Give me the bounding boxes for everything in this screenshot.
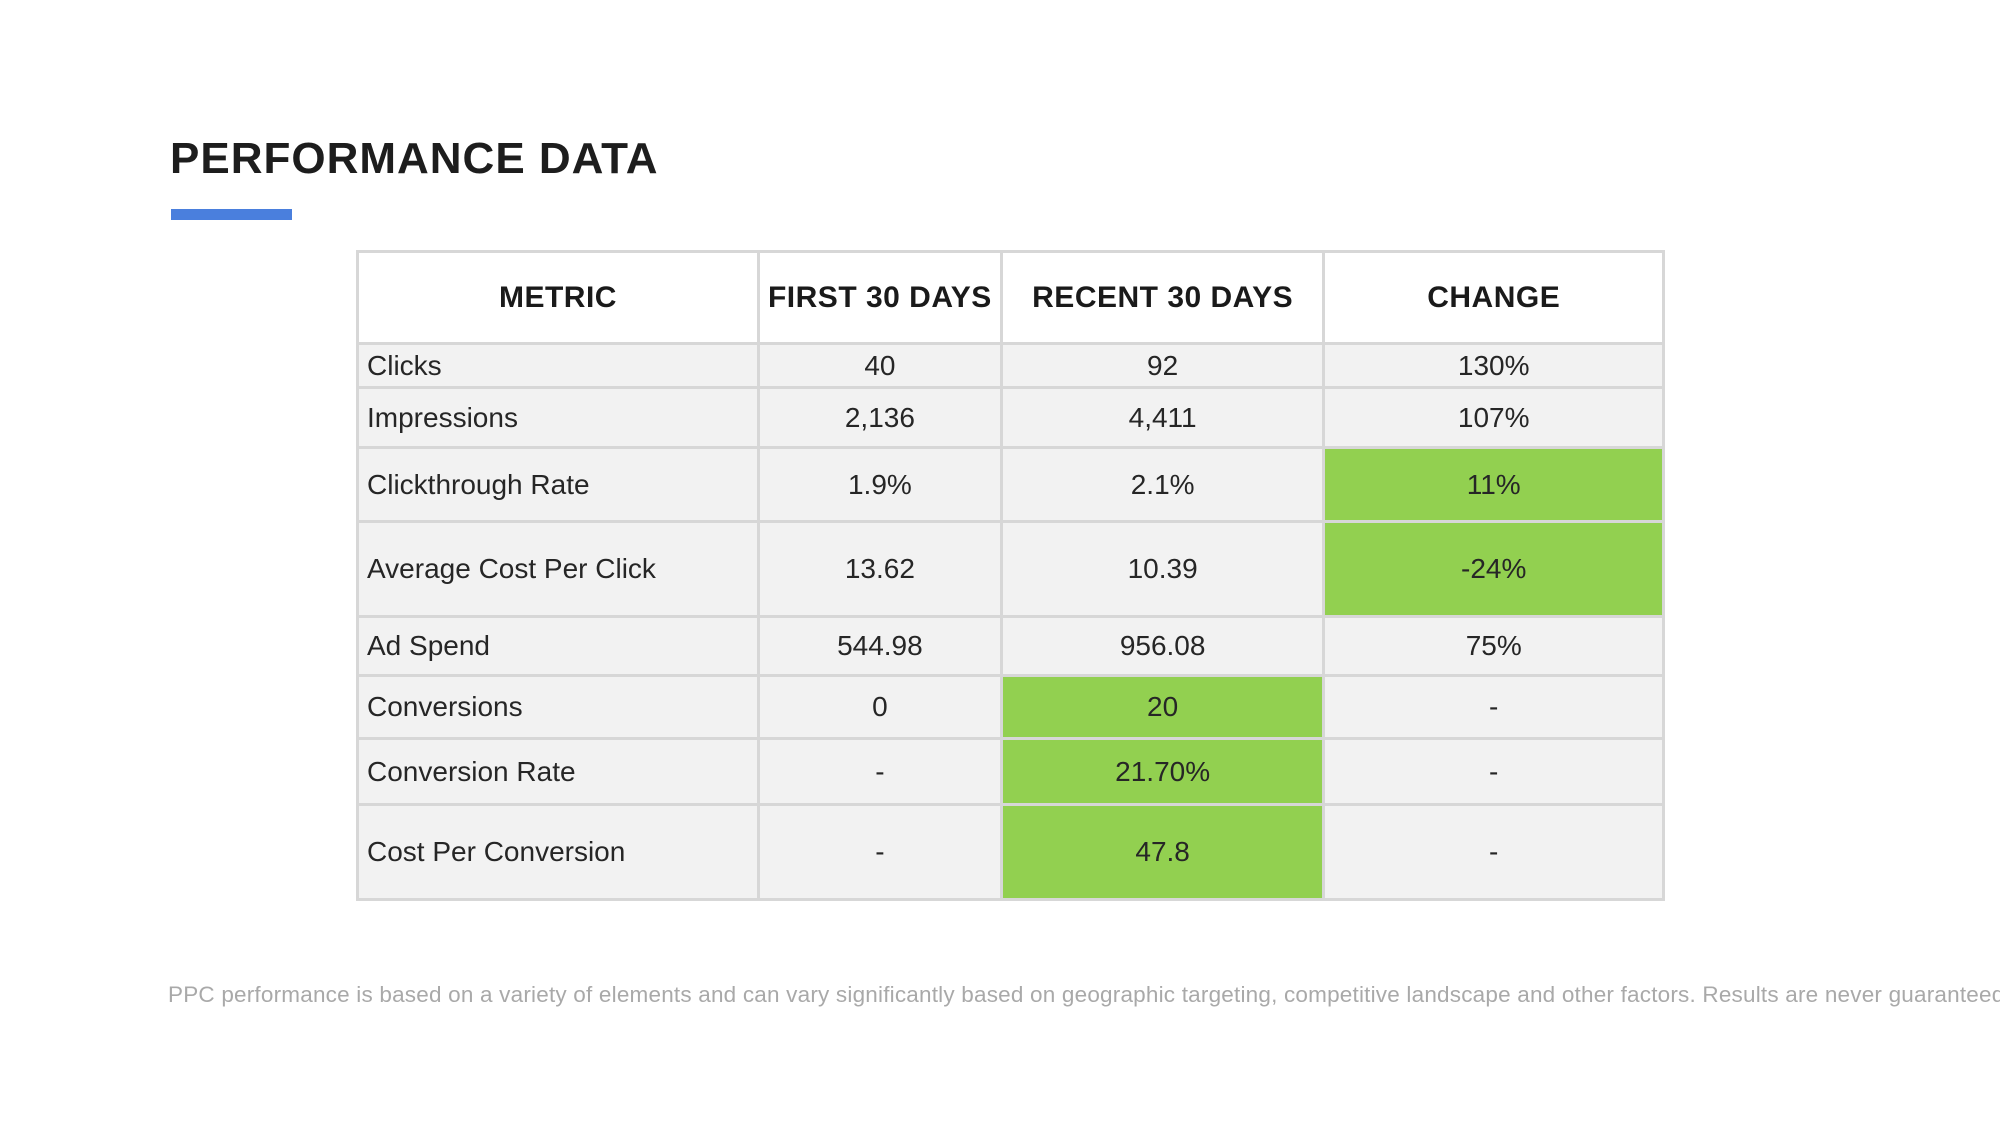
metric-cell: Average Cost Per Click <box>356 520 760 618</box>
column-header: FIRST 30 DAYS <box>756 250 1003 345</box>
table-body: Clicks 40 92 130% Impressions 2,136 4,411 107% C… <box>356 342 1665 901</box>
change-value-cell: - <box>1322 674 1665 740</box>
column-header: RECENT 30 DAYS <box>999 250 1326 345</box>
table-row: Ad Spend 544.98 956.08 75% <box>356 615 1665 677</box>
metric-cell: Cost Per Conversion <box>356 803 760 901</box>
column-header: CHANGE <box>1322 250 1665 345</box>
recent-value-cell: 4,411 <box>999 386 1326 449</box>
table-row: Conversion Rate -21.70% - <box>356 737 1665 806</box>
recent-value-cell: 21.70% <box>999 737 1326 806</box>
first-value-cell: 1.9% <box>756 446 1003 523</box>
first-value-cell: - <box>756 737 1003 806</box>
title-accent-bar <box>171 209 292 220</box>
disclaimer-text: PPC performance is based on a variety of… <box>168 982 2000 1007</box>
recent-value-cell: 10.39 <box>999 520 1326 618</box>
first-value-cell: 40 <box>756 342 1003 389</box>
first-value-cell: 544.98 <box>756 615 1003 677</box>
change-value-cell: - <box>1322 803 1665 901</box>
change-value-cell: 130% <box>1322 342 1665 389</box>
first-value-cell: - <box>756 803 1003 901</box>
change-value-cell: -24% <box>1322 520 1665 618</box>
metric-cell: Conversions <box>356 674 760 740</box>
page-title: PERFORMANCE DATA <box>170 134 659 183</box>
recent-value-cell: 92 <box>999 342 1326 389</box>
column-header: METRIC <box>356 250 760 345</box>
performance-table: METRIC FIRST 30 DAYS RECENT 30 DAYS CHANGE … <box>356 250 1665 901</box>
recent-value-cell: 20 <box>999 674 1326 740</box>
change-value-cell: 11% <box>1322 446 1665 523</box>
first-value-cell: 0 <box>756 674 1003 740</box>
recent-value-cell: 2.1% <box>999 446 1326 523</box>
table-header: METRIC FIRST 30 DAYS RECENT 30 DAYS CHANGE <box>356 250 1665 345</box>
change-value-cell: 75% <box>1322 615 1665 677</box>
table-row: Cost Per Conversion -47.8- <box>356 803 1665 901</box>
header-row: METRIC FIRST 30 DAYS RECENT 30 DAYS CHANGE <box>356 250 1665 345</box>
recent-value-cell: 47.8 <box>999 803 1326 901</box>
metric-cell: Impressions <box>356 386 760 449</box>
metric-cell: Conversion Rate <box>356 737 760 806</box>
table-row: Clicks 40 92 130% <box>356 342 1665 389</box>
change-value-cell: - <box>1322 737 1665 806</box>
metric-cell: Clicks <box>356 342 760 389</box>
first-value-cell: 13.62 <box>756 520 1003 618</box>
change-value-cell: 107% <box>1322 386 1665 449</box>
table-row: Impressions 2,136 4,411 107% <box>356 386 1665 449</box>
table-row: Conversions 0 20- <box>356 674 1665 740</box>
table-row: Clickthrough Rate 1.9% 2.1% 11% <box>356 446 1665 523</box>
recent-value-cell: 956.08 <box>999 615 1326 677</box>
first-value-cell: 2,136 <box>756 386 1003 449</box>
metric-cell: Ad Spend <box>356 615 760 677</box>
table-row: Average Cost Per Click 13.62 10.39 -24% <box>356 520 1665 618</box>
metric-cell: Clickthrough Rate <box>356 446 760 523</box>
